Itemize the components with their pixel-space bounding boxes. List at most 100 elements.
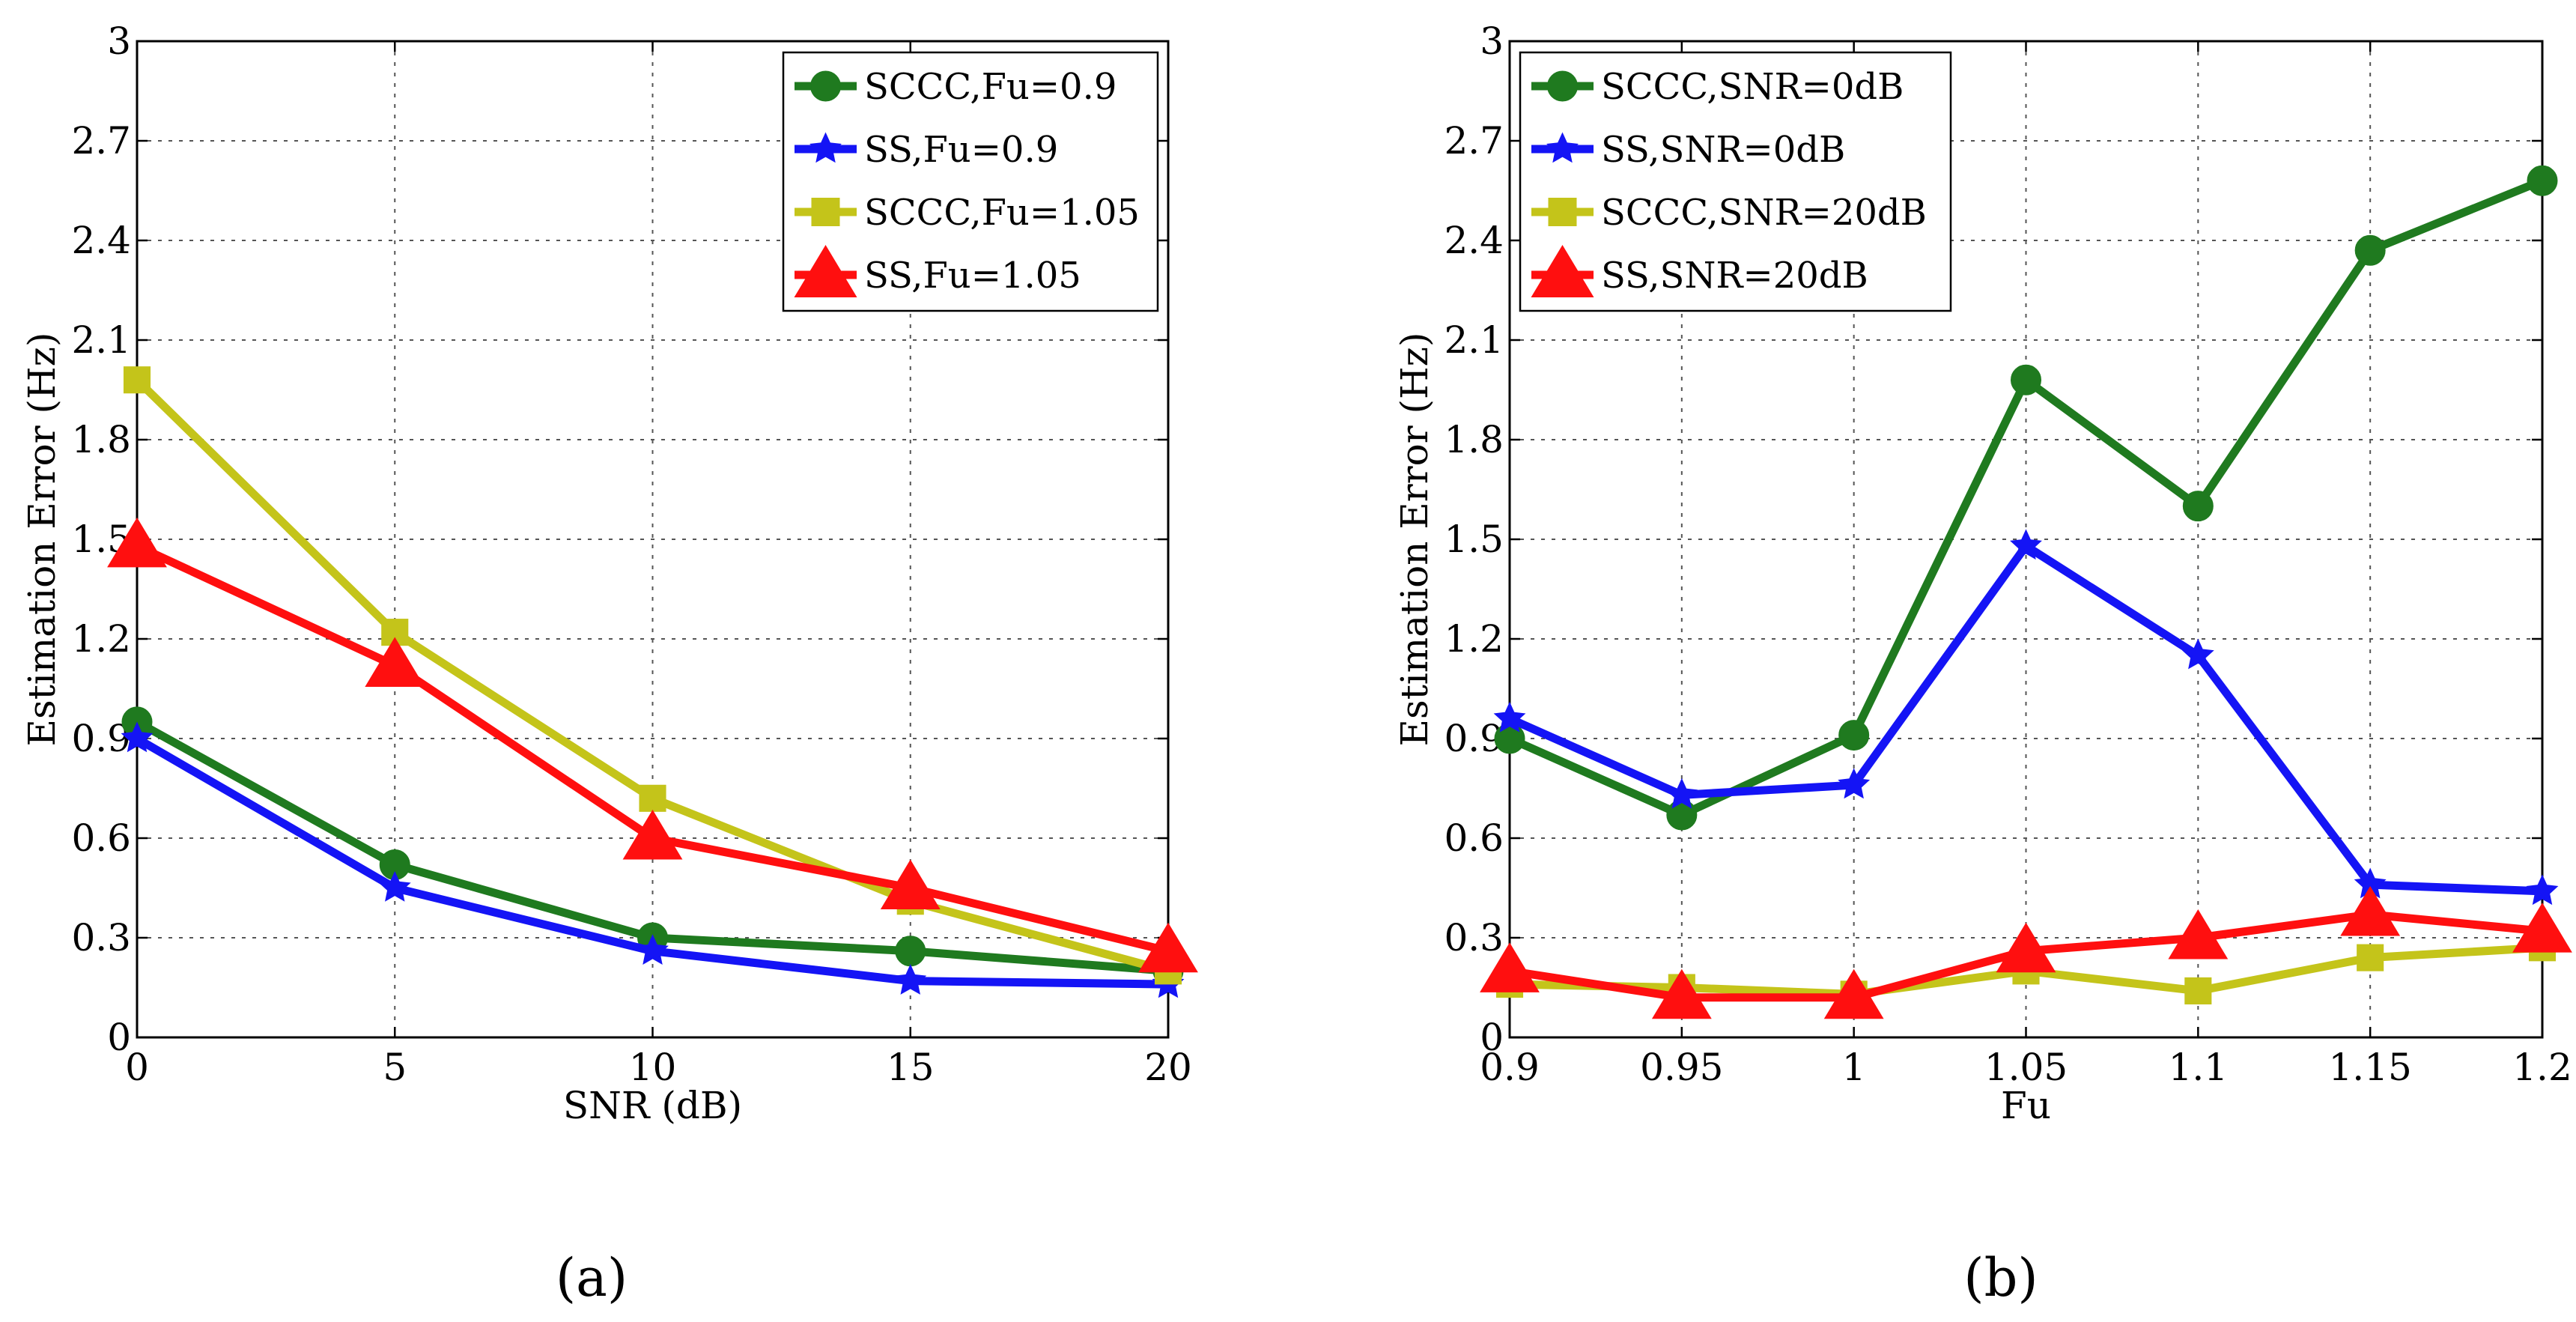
data-point [1838, 720, 1870, 751]
axes-frame [1508, 40, 2544, 1039]
y-tick-label: 0.3 [71, 916, 131, 959]
y-tick-label: 1.2 [1444, 617, 1504, 661]
x-tick-label: 1.1 [2169, 1046, 2229, 1089]
legend-entry-label: SS,Fu=0.9 [864, 129, 1058, 171]
y-tick-label: 1.8 [71, 418, 131, 461]
legend-swatch-marker [1547, 70, 1578, 102]
legend-swatch-marker [794, 245, 857, 297]
y-tick-label: 0.6 [71, 816, 131, 860]
data-point [880, 859, 941, 909]
x-tick-label: 1.15 [2329, 1046, 2412, 1089]
legend-entry-label: SS,SNR=0dB [1601, 129, 1845, 171]
x-tick-label: 0.9 [1480, 1046, 1540, 1089]
data-point [2168, 909, 2229, 959]
legend-swatch-marker [1546, 132, 1579, 163]
series-ss-snr-0db [1493, 529, 2559, 906]
data-point [1138, 922, 1198, 973]
legend-box [1519, 51, 1952, 312]
x-tick-label: 1 [1842, 1046, 1866, 1089]
y-tick-label: 2.4 [71, 219, 131, 262]
y-tick-label: 2.1 [1444, 318, 1504, 362]
legend: SCCC,SNR=0dB SS,SNR=0dB SCCC,SNR=20dB SS,SN… [1519, 51, 1952, 312]
data-point [2010, 529, 2042, 560]
data-point [1651, 968, 1712, 1019]
legend-swatch-marker [1531, 245, 1594, 297]
series-ss-snr-20db [1480, 885, 2572, 1019]
y-tick-label: 2.7 [1444, 119, 1504, 163]
data-point [1666, 799, 1698, 831]
data-point [1480, 942, 1540, 992]
legend-entry-label: SS,SNR=20dB [1601, 255, 1868, 297]
data-point [1996, 922, 2056, 973]
data-point [2182, 491, 2214, 522]
data-point [2527, 165, 2558, 196]
legend-entry-label: SCCC,Fu=1.05 [864, 192, 1140, 234]
legend-swatch-marker [809, 132, 842, 163]
y-tick-label: 3 [107, 19, 131, 63]
y-tick-label: 1.5 [1444, 518, 1504, 561]
data-point [365, 637, 425, 687]
y-tick-label: 0.9 [71, 717, 131, 760]
legend-swatch-marker [810, 70, 841, 102]
data-point [622, 810, 683, 860]
x-tick-label: 5 [383, 1046, 407, 1089]
data-point [2526, 874, 2559, 906]
y-tick-label: 0 [107, 1016, 131, 1059]
data-point [2340, 885, 2401, 936]
data-point [895, 936, 926, 967]
y-tick-label: 1.2 [71, 617, 131, 661]
data-point [1838, 768, 1871, 799]
legend-entry-label: SS,Fu=1.05 [864, 255, 1081, 297]
x-tick-label: 0.95 [1640, 1046, 1723, 1089]
data-point [2011, 364, 2041, 395]
x-tick-label: 15 [887, 1046, 935, 1089]
y-tick-label: 3 [1480, 19, 1504, 63]
legend-entry-label: SCCC,SNR=20dB [1601, 192, 1927, 234]
data-point [2184, 977, 2212, 1004]
legend-entry-label: SCCC,SNR=0dB [1601, 66, 1904, 108]
data-point [121, 721, 154, 753]
x-tick-label: 20 [1144, 1046, 1192, 1089]
data-point [639, 784, 666, 812]
y-tick-label: 2.1 [71, 318, 131, 362]
legend: SCCC,Fu=0.9 SS,Fu=0.9 SCCC,Fu=1.05 SS,Fu=1.… [782, 51, 1159, 312]
y-tick-label: 0.6 [1444, 816, 1504, 860]
panel-label: (a) [556, 1247, 628, 1309]
x-tick-label: 0 [125, 1046, 149, 1089]
legend-entry-label: SCCC,Fu=0.9 [864, 66, 1117, 108]
x-tick-label: 1.2 [2512, 1046, 2572, 1089]
legend-swatch-marker [811, 198, 840, 226]
data-point [1823, 968, 1884, 1019]
y-tick-label: 1.8 [1444, 418, 1504, 461]
data-point [1493, 701, 1526, 733]
x-tick-label: 1.05 [1984, 1046, 2068, 1089]
data-point [637, 934, 669, 965]
series-sccc-snr-0db [1494, 165, 2558, 831]
y-axis-label: Estimation Error (Hz) [1393, 333, 1436, 747]
y-tick-label: 0.9 [1444, 717, 1504, 760]
data-point [2181, 638, 2214, 670]
data-point [1494, 723, 1525, 754]
series-ss-fu-1-05 [107, 517, 1198, 973]
data-point [2357, 944, 2384, 971]
y-tick-label: 0 [1480, 1016, 1504, 1059]
y-axis-label: Estimation Error (Hz) [20, 333, 64, 747]
y-tick-label: 0.3 [1444, 916, 1504, 959]
x-tick-label: 10 [629, 1046, 677, 1089]
x-axis-label: Fu [2001, 1084, 2051, 1127]
x-axis-label: SNR (dB) [563, 1084, 742, 1127]
data-point [2512, 903, 2572, 953]
legend-swatch-marker [1548, 198, 1577, 226]
panel-label: (b) [1963, 1247, 2038, 1309]
data-point [107, 517, 167, 568]
data-point [123, 366, 151, 394]
y-tick-label: 2.4 [1444, 219, 1504, 262]
data-point [378, 870, 411, 902]
data-point [894, 964, 927, 995]
data-point [1665, 777, 1698, 809]
chart-panel-b: 0 0.3 0.6 0.9 1.2 1.5 1.8 2.1 2.4 2.7 3 0.9 0.95 1 1.0… [1393, 19, 2572, 1309]
chart-panel-a: 00.30.60.91.21.51.82.12.42.730 5 10 15 20SNR… [20, 19, 1198, 1309]
data-point [2354, 234, 2386, 266]
y-tick-label: 2.7 [71, 119, 131, 163]
